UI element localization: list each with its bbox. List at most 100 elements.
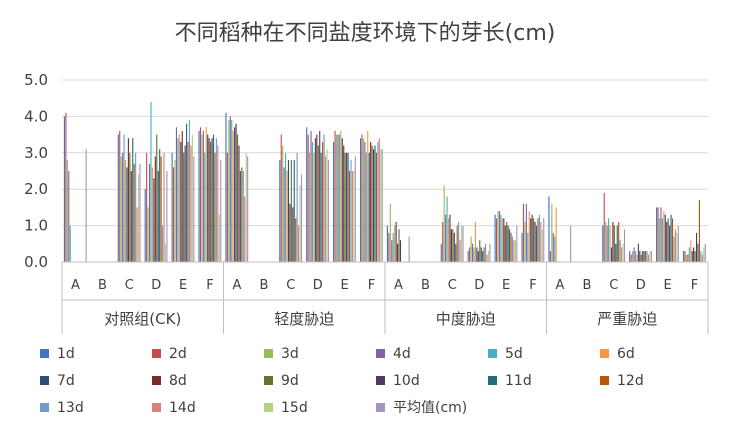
bar-3d-中度胁迫-E	[497, 211, 499, 262]
x-tick-label: E	[179, 278, 187, 293]
bar-8d-中度胁迫-D	[477, 251, 479, 262]
bar-14d-严重胁迫-C	[621, 247, 623, 262]
bar-6d-轻度胁迫-D	[313, 152, 315, 262]
bar-11d-严重胁迫-F	[697, 243, 699, 262]
bar-11d-轻度胁迫-F	[374, 145, 376, 262]
bar-15d-严重胁迫-E	[676, 232, 678, 262]
bars	[63, 101, 706, 263]
x-tick-label: B	[421, 278, 430, 293]
bar-平均值(cm)-轻度胁迫-D	[327, 160, 329, 262]
bar-10d-对照组(CK)-C	[130, 171, 132, 262]
bar-5d-对照组(CK)-D	[150, 101, 152, 262]
legend-item: 5d	[488, 346, 523, 362]
legend-item: 6d	[600, 346, 635, 362]
bar-5d-中度胁迫-F	[527, 232, 529, 262]
bar-7d-严重胁迫-E	[664, 214, 666, 262]
x-tick-label: B	[582, 278, 591, 293]
bar-3d-轻度胁迫-D	[309, 152, 311, 262]
legend-swatch	[40, 349, 49, 358]
bar-2d-轻度胁迫-D	[307, 134, 309, 262]
bar-7d-对照组(CK)-D	[153, 178, 155, 262]
legend-item: 12d	[600, 373, 644, 389]
bar-3d-轻度胁迫-C	[282, 145, 284, 262]
bar-12d-轻度胁迫-E	[348, 171, 351, 262]
bar-1d-轻度胁迫-D	[306, 127, 308, 262]
bar-11d-对照组(CK)-F	[212, 134, 215, 262]
bar-3d-对照组(CK)-D	[147, 207, 149, 262]
x-tick-label: D	[474, 278, 484, 293]
bar-15d-对照组(CK)-C	[137, 174, 140, 262]
bar-14d-轻度胁迫-A	[244, 196, 246, 262]
bar-平均值(cm)-严重胁迫-D	[650, 251, 652, 262]
bar-6d-严重胁迫-E	[663, 211, 665, 262]
bar-9d-轻度胁迫-D	[317, 145, 319, 262]
bar-9d-轻度胁迫-C	[290, 160, 292, 262]
x-tick-label: F	[368, 278, 375, 293]
bar-4d-严重胁迫-A	[552, 232, 554, 262]
x-tick-label: D	[313, 278, 323, 293]
bar-2d-中度胁迫-C	[442, 221, 444, 262]
bar-5d-对照组(CK)-A	[69, 225, 71, 262]
bar-2d-中度胁迫-A	[388, 232, 390, 262]
gridlines	[62, 79, 708, 227]
bar-1d-严重胁迫-A	[548, 196, 550, 262]
bar-4d-轻度胁迫-D	[310, 130, 312, 262]
bar-平均值(cm)-中度胁迫-E	[516, 225, 518, 262]
legend-label: 5d	[505, 346, 523, 362]
bar-15d-中度胁迫-F	[541, 229, 543, 262]
bar-6d-对照组(CK)-C	[124, 160, 127, 262]
bar-15d-严重胁迫-C	[622, 243, 624, 262]
bar-4d-中度胁迫-D	[471, 243, 474, 262]
bar-1d-中度胁迫-C	[440, 243, 442, 262]
bar-3d-中度胁迫-D	[470, 236, 472, 262]
x-tick-label: C	[286, 278, 295, 293]
bar-5d-中度胁迫-C	[446, 196, 448, 262]
bar-12d-对照组(CK)-C	[133, 163, 135, 262]
x-group-label: 中度胁迫	[436, 310, 496, 328]
bar-7d-严重胁迫-D	[637, 243, 639, 262]
bar-7d-严重胁迫-F	[691, 251, 693, 262]
bar-2d-对照组(CK)-F	[199, 127, 202, 262]
legend-item: 10d	[376, 373, 420, 389]
bar-6d-轻度胁迫-F	[367, 130, 369, 262]
bar-10d-中度胁迫-F	[534, 221, 536, 262]
bar-12d-中度胁迫-C	[456, 225, 458, 262]
bar-7d-中度胁迫-F	[530, 218, 532, 262]
bar-10d-对照组(CK)-F	[211, 138, 213, 262]
bar-2d-轻度胁迫-C	[280, 134, 282, 262]
bar-12d-对照组(CK)-F	[214, 152, 216, 262]
bar-10d-中度胁迫-C	[453, 232, 455, 262]
bar-4d-对照组(CK)-A	[68, 171, 70, 262]
legend-label: 4d	[393, 346, 411, 362]
legend-label: 3d	[281, 346, 299, 362]
bar-13d-对照组(CK)-F	[215, 138, 217, 262]
bar-10d-严重胁迫-E	[669, 225, 671, 262]
bar-10d-轻度胁迫-E	[346, 152, 348, 262]
legend-item: 平均值(cm)	[376, 400, 467, 416]
bar-14d-严重胁迫-E	[674, 229, 676, 262]
bar-8d-对照组(CK)-C	[127, 138, 129, 262]
bar-14d-中度胁迫-E	[513, 240, 515, 262]
bar-13d-严重胁迫-F	[700, 251, 702, 262]
bar-8d-严重胁迫-D	[639, 251, 641, 262]
bar-2d-严重胁迫-E	[657, 207, 659, 262]
bar-10d-轻度胁迫-F	[372, 149, 375, 262]
legend-swatch	[488, 376, 497, 385]
bar-15d-中度胁迫-E	[514, 240, 516, 262]
chart-title: 不同稻种在不同盐度环境下的芽长(cm)	[175, 21, 556, 46]
bar-平均值(cm)-对照组(CK)-F	[220, 160, 222, 262]
bar-1d-对照组(CK)-D	[144, 189, 146, 262]
bar-11d-中度胁迫-D	[482, 251, 484, 262]
x-tick-label: D	[151, 278, 161, 293]
bar-4d-轻度胁迫-A	[229, 116, 231, 263]
bar-5d-中度胁迫-E	[500, 214, 502, 262]
bar-3d-严重胁迫-F	[685, 254, 687, 262]
bar-平均值(cm)-轻度胁迫-C	[300, 174, 303, 262]
bar-14d-中度胁迫-C	[459, 240, 461, 262]
bar-9d-严重胁迫-F	[694, 251, 696, 262]
bar-6d-严重胁迫-C	[609, 225, 611, 262]
bar-7d-轻度胁迫-A	[234, 127, 236, 262]
legend-item: 1d	[40, 346, 75, 362]
bar-1d-严重胁迫-F	[682, 251, 685, 262]
bar-7d-中度胁迫-A	[395, 221, 397, 262]
